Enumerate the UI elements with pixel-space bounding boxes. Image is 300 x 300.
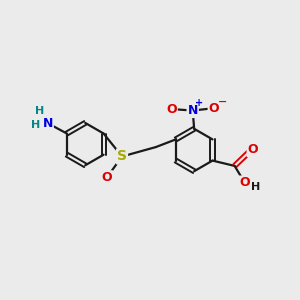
Text: H: H (31, 120, 40, 130)
Text: O: O (101, 171, 112, 184)
Text: O: O (240, 176, 250, 190)
Text: H: H (251, 182, 261, 191)
Text: +: + (195, 98, 203, 108)
Text: −: − (218, 97, 227, 107)
Text: O: O (166, 103, 177, 116)
Text: O: O (248, 143, 258, 156)
Text: N: N (43, 117, 53, 130)
Text: N: N (188, 104, 198, 117)
Text: H: H (35, 106, 44, 116)
Text: O: O (208, 102, 219, 115)
Text: S: S (117, 149, 127, 164)
